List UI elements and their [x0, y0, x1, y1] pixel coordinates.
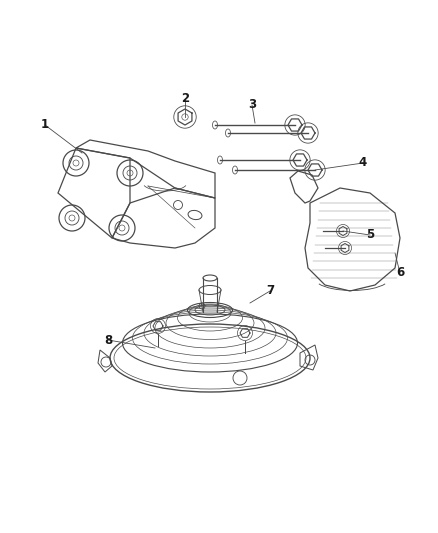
Text: 2: 2	[181, 93, 189, 106]
Text: 6: 6	[396, 266, 404, 279]
Text: 3: 3	[248, 99, 256, 111]
Text: 5: 5	[366, 229, 374, 241]
Text: 8: 8	[104, 334, 112, 346]
Text: 7: 7	[266, 285, 274, 297]
Text: 1: 1	[41, 118, 49, 132]
Text: 4: 4	[359, 157, 367, 169]
